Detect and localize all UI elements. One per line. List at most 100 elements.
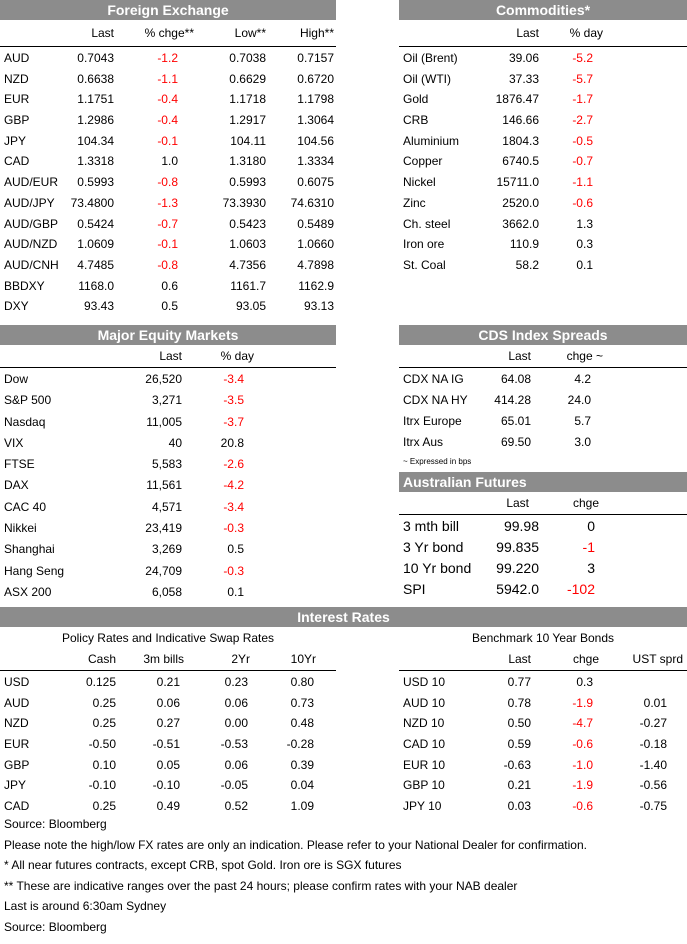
commodity-row: Ch. steel 3662.0 1.3 (399, 214, 687, 235)
equity-index: CAC 40 (4, 499, 47, 514)
policy-currency: GBP (4, 757, 30, 772)
bond-ustsprd: -0.18 (639, 737, 667, 752)
equity-last: 24,709 (145, 563, 182, 578)
policy-3m: 0.05 (156, 757, 180, 772)
equity-last: 5,583 (151, 457, 182, 472)
commodity-day: 1.3 (576, 216, 593, 231)
bond-chge: -1.9 (572, 695, 593, 710)
aufut-chge: 0 (587, 518, 595, 534)
fx-row: EUR 1.1751 -0.4 1.1718 1.1798 (0, 89, 336, 110)
equity-col-last: Last (159, 349, 182, 363)
equity-row: Hang Seng 24,709 -0.3 (0, 561, 336, 582)
fx-chge: -1.2 (157, 51, 178, 65)
fx-last: 0.5993 (77, 175, 114, 190)
equity-index: VIX (4, 435, 24, 450)
equity-day: 0.5 (227, 542, 244, 557)
equity-panel: Major Equity Markets Last % day Dow 26,52… (0, 325, 336, 599)
policy-10yr: 1.09 (290, 799, 314, 814)
equity-index: DAX (4, 478, 29, 493)
commodity-day: 0.3 (576, 237, 593, 252)
fx-last: 104.34 (77, 133, 114, 148)
aufut-row: SPI 5942.0 -102 (399, 579, 687, 600)
cds-chge: 24.0 (567, 393, 591, 407)
policy-header-row: Cash 3m bills 2Yr 10Yr (0, 648, 336, 670)
bond-bond: GBP 10 (403, 778, 445, 793)
commodity-last: 3662.0 (502, 216, 539, 231)
bond-last: 0.21 (507, 778, 531, 793)
policy-row: NZD 0.25 0.27 0.00 0.48 (0, 713, 336, 734)
equity-title: Major Equity Markets (0, 325, 336, 345)
commodities-col-day: % day (569, 26, 603, 40)
fx-currency: DXY (4, 299, 29, 314)
fx-row: CAD 1.3318 1.0 1.3180 1.3334 (0, 151, 336, 172)
bond-last: -0.63 (503, 757, 531, 772)
fx-row: AUD/NZD 1.0609 -0.1 1.0603 1.0660 (0, 234, 336, 255)
fx-chge: -0.4 (157, 113, 178, 128)
cds-col-last: Last (508, 349, 531, 363)
policy-2yr: 0.52 (224, 799, 248, 814)
fx-low: 104.11 (230, 133, 266, 148)
cds-title: CDS Index Spreads (399, 325, 687, 345)
policy-currency: CAD (4, 799, 30, 814)
policy-10yr: 0.48 (290, 716, 314, 731)
policy-currency: EUR (4, 737, 30, 752)
aufut-contract: SPI (403, 581, 426, 597)
fx-col-chge: % chge** (144, 26, 194, 40)
fx-row: AUD/GBP 0.5424 -0.7 0.5423 0.5489 (0, 214, 336, 235)
bonds-table-body: USD 10 0.77 0.3 AUD 10 0.78 -1.9 0.01 NZD 10 0.5… (399, 672, 687, 817)
bond-bond: AUD 10 (403, 695, 446, 710)
commodity-row: Iron ore 110.9 0.3 (399, 234, 687, 255)
fx-high: 0.5489 (297, 216, 334, 231)
fx-chge: -0.8 (157, 175, 178, 190)
fx-currency: NZD (4, 71, 29, 86)
policy-2yr: 0.00 (224, 716, 248, 731)
fx-title: Foreign Exchange (0, 0, 336, 20)
policy-cash: 0.25 (92, 695, 116, 710)
aufut-chge: 3 (587, 560, 595, 576)
fx-row: AUD/JPY 73.4800 -1.3 73.3930 74.6310 (0, 193, 336, 214)
fx-chge: -1.3 (157, 195, 178, 210)
commodity-last: 15711.0 (496, 175, 540, 190)
aufut-title: Australian Futures (399, 472, 687, 492)
policy-10yr: 0.80 (290, 675, 314, 689)
commodities-title: Commodities* (399, 0, 687, 20)
policy-2yr: 0.23 (224, 675, 248, 689)
policy-col-2yr: 2Yr (231, 652, 250, 666)
fx-high: 0.7157 (297, 51, 334, 65)
fx-last: 0.7043 (77, 51, 114, 65)
cds-row: CDX NA IG 64.08 4.2 (399, 369, 687, 390)
cds-index: Itrx Aus (403, 435, 444, 449)
policy-3m: 0.27 (156, 716, 180, 731)
equity-last: 40 (168, 435, 182, 450)
bonds-header-row: Last chge UST sprd (399, 648, 687, 670)
equity-row: S&P 500 3,271 -3.5 (0, 390, 336, 411)
policy-10yr: 0.73 (290, 695, 314, 710)
policy-2yr: 0.06 (224, 757, 248, 772)
equity-header-row: Last % day (0, 345, 336, 367)
policy-row: JPY -0.10 -0.10 -0.05 0.04 (0, 775, 336, 796)
commodities-table-body: Oil (Brent) 39.06 -5.2 Oil (WTI) 37.33 -5.7 Go… (399, 48, 687, 276)
policy-cash: -0.10 (88, 778, 116, 793)
commodity-day: -5.7 (572, 71, 593, 86)
policy-row: EUR -0.50 -0.51 -0.53 -0.28 (0, 734, 336, 755)
equity-day: -2.6 (223, 457, 244, 472)
fx-chge: -0.1 (157, 133, 178, 148)
fx-row: BBDXY 1168.0 0.6 1161.7 1162.9 (0, 276, 336, 297)
commodity-day: -1.1 (572, 175, 593, 190)
equity-last: 23,419 (145, 521, 182, 536)
bond-row: EUR 10 -0.63 -1.0 -1.40 (399, 755, 687, 776)
policy-cash: 0.25 (92, 716, 116, 731)
fx-col-high: High** (299, 26, 334, 40)
equity-row: DAX 11,561 -4.2 (0, 475, 336, 496)
rates-panel: Interest Rates (0, 607, 687, 627)
commodity-last: 58.2 (515, 257, 539, 272)
fx-row: DXY 93.43 0.5 93.05 93.13 (0, 296, 336, 317)
bond-chge: -0.6 (572, 737, 593, 752)
bond-last: 0.77 (507, 675, 531, 689)
commodity-row: Zinc 2520.0 -0.6 (399, 193, 687, 214)
policy-cash: 0.25 (92, 799, 116, 814)
equity-last: 3,271 (151, 393, 182, 408)
equity-index: ASX 200 (4, 584, 52, 599)
fx-col-low: Low** (234, 26, 266, 40)
commodity-row: Oil (Brent) 39.06 -5.2 (399, 48, 687, 69)
